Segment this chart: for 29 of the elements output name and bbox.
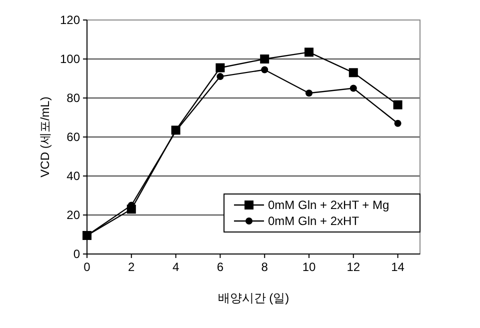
- x-axis-title: 배양시간 (일): [218, 291, 290, 305]
- point: [216, 63, 225, 72]
- y-tick-label: 40: [66, 169, 80, 184]
- x-tick-label: 12: [346, 260, 360, 274]
- x-tick-label: 4: [172, 260, 180, 274]
- y-tick-label: 120: [60, 13, 80, 28]
- x-tick-label: 8: [261, 260, 268, 274]
- y-tick-label: 0: [73, 247, 80, 262]
- point: [393, 100, 402, 110]
- point: [261, 66, 268, 74]
- y-tick-label: 60: [66, 130, 80, 144]
- point: [216, 73, 224, 80]
- point: [260, 54, 270, 64]
- legend-label: 0mM Gln + 2xHT + Mg: [268, 198, 390, 212]
- x-tick-label: 6: [216, 260, 224, 274]
- x-tick-label: 0: [84, 260, 91, 274]
- legend-label: 0mM Gln + 2xHT: [268, 214, 360, 228]
- y-axis-title: VCD (세포/mL): [38, 96, 52, 178]
- point: [350, 84, 357, 92]
- y-tick-label: 20: [66, 208, 80, 222]
- y-tick-label: 100: [60, 52, 80, 66]
- x-tick-label: 14: [391, 260, 405, 274]
- point: [348, 68, 358, 78]
- x-tick-label: 10: [302, 260, 316, 274]
- point: [306, 90, 312, 97]
- point: [304, 48, 314, 57]
- x-tick-label: 2: [128, 260, 136, 274]
- point: [394, 120, 402, 127]
- y-tick-label: 80: [66, 91, 80, 106]
